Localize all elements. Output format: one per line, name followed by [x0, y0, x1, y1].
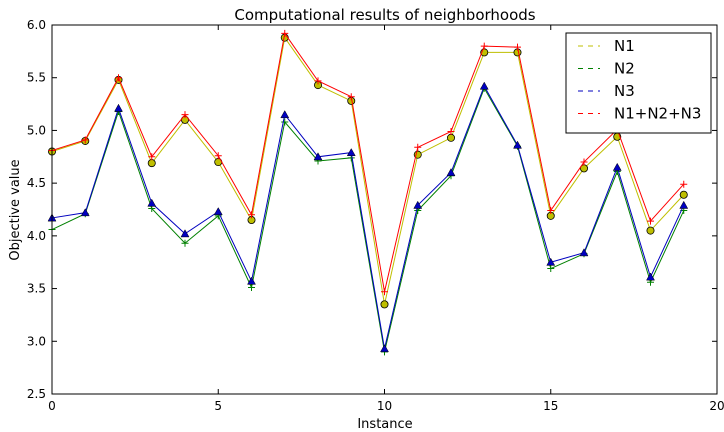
y-tick-label: 2.5 — [27, 387, 46, 401]
data-point — [114, 103, 123, 112]
y-tick-label: 3.5 — [27, 282, 46, 296]
data-point — [446, 133, 455, 142]
data-point — [580, 158, 588, 166]
data-point — [479, 81, 489, 90]
data-point — [346, 148, 356, 157]
data-point — [680, 180, 688, 188]
legend-label: N1 — [614, 37, 635, 55]
data-point — [547, 207, 555, 215]
data-point — [447, 127, 455, 135]
data-point — [81, 136, 89, 144]
data-point — [347, 93, 355, 101]
series-line — [51, 36, 685, 305]
data-point — [248, 211, 255, 219]
data-point — [180, 229, 190, 238]
legend: N1 N2 N3 N1+N2+N3 — [565, 32, 712, 134]
y-tick-label: 5.0 — [27, 123, 46, 137]
legend-label: N3 — [614, 82, 635, 100]
data-point — [612, 162, 622, 171]
series-line — [51, 84, 685, 349]
data-point — [414, 143, 422, 151]
data-point — [380, 344, 389, 353]
x-tick-label: 5 — [214, 399, 222, 413]
data-point — [281, 29, 289, 37]
data-point — [679, 190, 688, 199]
series-N3 — [47, 81, 689, 353]
y-tick-label: 6.0 — [27, 18, 46, 32]
axis-ticks: 0 5 10 15 20 2.5 3.0 3.5 4.0 4.5 5.0 5.5 6.0 — [27, 18, 724, 413]
data-point — [646, 272, 655, 281]
data-point — [380, 300, 389, 309]
series-line — [51, 87, 685, 352]
data-point — [247, 276, 256, 285]
data-point — [646, 226, 655, 235]
data-point — [647, 217, 654, 225]
x-axis-label: Instance — [357, 417, 412, 432]
data-point — [80, 208, 90, 217]
data-point — [513, 140, 522, 149]
y-tick-label: 5.5 — [27, 71, 46, 85]
x-tick-label: 15 — [543, 399, 558, 413]
data-point — [280, 110, 290, 119]
y-axis-label: Objective value — [8, 159, 23, 260]
data-point — [213, 207, 223, 216]
data-point — [413, 200, 423, 209]
legend-box — [565, 32, 712, 134]
x-tick-label: 20 — [709, 399, 724, 413]
data-point — [546, 257, 556, 266]
series-N1+N2+N3 — [48, 29, 688, 296]
data-point — [314, 77, 322, 85]
legend-label: N1+N2+N3 — [614, 105, 701, 123]
plot-series — [47, 29, 689, 356]
y-tick-label: 3.0 — [27, 334, 46, 348]
data-point — [147, 159, 156, 168]
data-point — [547, 265, 555, 273]
data-point — [679, 200, 689, 209]
x-tick-label: 0 — [48, 399, 56, 413]
y-tick-label: 4.5 — [27, 176, 46, 190]
data-point — [147, 198, 157, 207]
data-point — [214, 152, 222, 160]
plot-frame — [51, 24, 718, 395]
data-point — [281, 118, 289, 126]
data-point — [313, 152, 323, 161]
data-point — [381, 288, 388, 296]
data-point — [181, 111, 189, 119]
series-line — [51, 32, 685, 292]
data-point — [514, 43, 521, 51]
y-tick-label: 4.0 — [27, 229, 46, 243]
chart-title: Computational results of neighborhoods — [234, 6, 535, 24]
data-point — [148, 153, 156, 161]
data-point — [248, 284, 255, 292]
data-point — [446, 168, 456, 177]
data-point — [579, 248, 589, 257]
data-point — [480, 42, 488, 50]
x-tick-label: 10 — [377, 399, 392, 413]
data-point — [181, 239, 189, 247]
legend-label: N2 — [614, 60, 635, 78]
data-point — [115, 74, 122, 82]
